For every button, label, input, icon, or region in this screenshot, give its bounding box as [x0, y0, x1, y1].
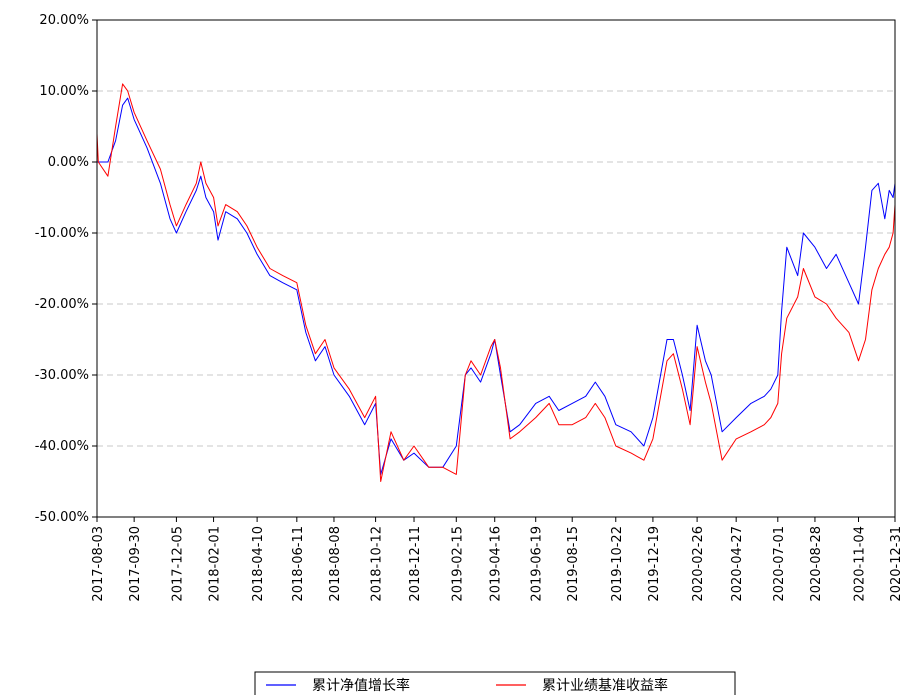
y-tick-label: 0.00%	[48, 155, 89, 170]
x-tick-label: 2017-09-30	[128, 526, 143, 602]
x-tick-label: 2019-08-15	[566, 526, 581, 602]
x-tick-label: 2019-06-19	[530, 526, 545, 602]
x-tick-label: 2020-11-04	[852, 526, 867, 602]
x-tick-label: 2018-12-11	[408, 526, 423, 602]
x-tick-label: 2018-08-08	[328, 526, 343, 602]
x-tick-label: 2019-12-19	[647, 526, 662, 602]
series-line-nav	[97, 97, 896, 475]
x-tick-label: 2017-08-03	[91, 526, 106, 602]
x-tick-label: 2020-12-31	[889, 526, 901, 602]
x-tick-label: 2019-04-16	[489, 526, 504, 602]
grid-lines	[97, 90, 895, 447]
x-tick-label: 2019-10-22	[610, 526, 625, 602]
series-line-benchmark	[96, 83, 896, 482]
y-tick-label: -50.00%	[35, 510, 89, 525]
x-tick-label: 2017-12-05	[170, 526, 185, 602]
y-tick-label: 10.00%	[39, 84, 89, 99]
x-tick-label: 2018-04-10	[251, 526, 266, 602]
x-tick-label: 2018-02-01	[208, 526, 223, 602]
x-tick-label: 2020-04-27	[730, 526, 745, 602]
x-tick-label: 2020-08-28	[809, 526, 824, 602]
y-tick-label: -40.00%	[35, 439, 89, 454]
legend: 累计净值增长率 累计业绩基准收益率	[254, 671, 736, 695]
plot-area-frame	[96, 19, 896, 518]
x-axis: 2017-08-03 2017-09-30 2017-12-05 2018-02-01…	[91, 517, 901, 602]
y-tick-label: -30.00%	[35, 368, 89, 383]
x-tick-label: 2018-06-11	[291, 526, 306, 602]
series-lines	[96, 83, 896, 482]
x-tick-label: 2018-10-12	[370, 526, 385, 602]
x-tick-label: 2019-02-15	[450, 526, 465, 602]
legend-label-nav: 累计净值增长率	[312, 677, 410, 694]
y-tick-label: -20.00%	[35, 297, 89, 312]
y-axis: 20.00% 10.00% 0.00% -10.00% -20.00% -30.00% -4…	[35, 13, 97, 525]
legend-box	[254, 671, 736, 695]
x-tick-label: 2020-02-26	[691, 526, 706, 602]
y-tick-label: -10.00%	[35, 226, 89, 241]
x-tick-label: 2020-07-01	[772, 526, 787, 602]
y-tick-label: 20.00%	[39, 13, 89, 28]
legend-label-benchmark: 累计业绩基准收益率	[542, 677, 668, 694]
